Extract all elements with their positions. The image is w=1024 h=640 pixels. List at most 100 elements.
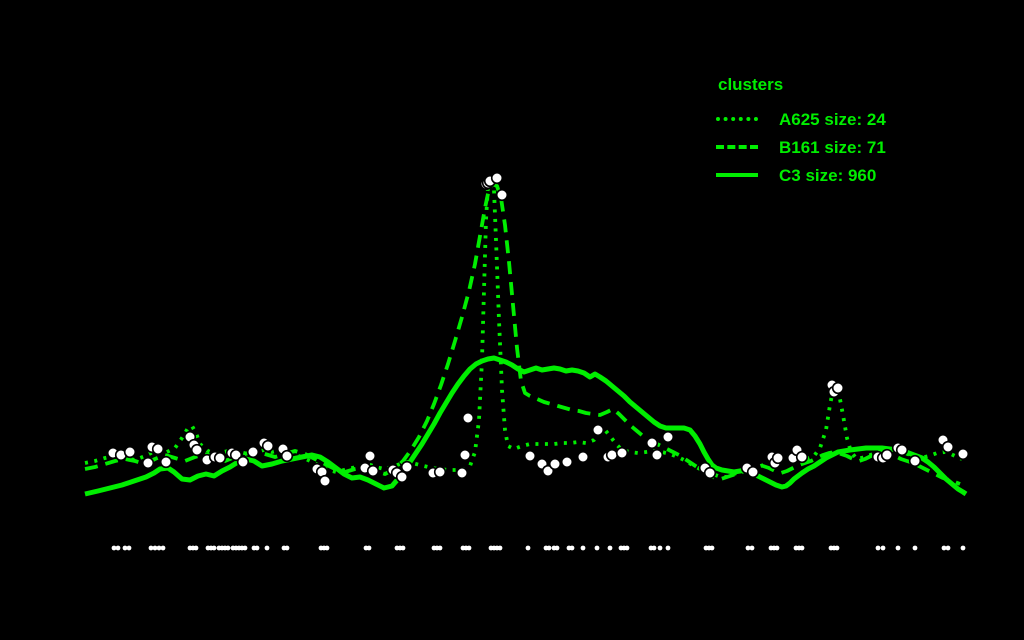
rug-tick — [799, 545, 805, 551]
rug-tick — [254, 545, 260, 551]
scatter-point — [461, 411, 475, 425]
rug-tick — [834, 545, 840, 551]
rug-tick — [624, 545, 630, 551]
legend-title: clusters — [718, 75, 784, 94]
scatter-point — [548, 457, 562, 471]
rug-tick — [122, 545, 128, 551]
legend-item-a625: A625 size: 24 — [716, 105, 886, 133]
scatter-point — [229, 448, 243, 462]
rug-tick — [745, 545, 751, 551]
rug-tick — [264, 545, 270, 551]
dotted-line-swatch-icon — [716, 117, 758, 121]
dashed-line-swatch-icon — [716, 145, 758, 149]
rug-tick — [749, 545, 755, 551]
rug-tick — [960, 545, 966, 551]
rug-tick — [437, 545, 443, 551]
rug-tick — [651, 545, 657, 551]
legend-item-c3: C3 size: 960 — [716, 161, 886, 189]
scatter-point — [895, 443, 909, 457]
rug-tick — [665, 545, 671, 551]
rug-tick — [497, 545, 503, 551]
rug-tick — [366, 545, 372, 551]
solid-line-swatch-icon — [716, 173, 758, 177]
scatter-point — [541, 464, 555, 478]
scatter-point — [363, 449, 377, 463]
scatter-point — [650, 448, 664, 462]
rug-tick — [148, 545, 154, 551]
scatter-point — [591, 423, 605, 437]
rug-tick — [709, 545, 715, 551]
scatter-point — [880, 448, 894, 462]
rug-tick — [156, 545, 162, 551]
scatter-point — [523, 449, 537, 463]
rug-tick — [875, 545, 881, 551]
scatter-point — [151, 442, 165, 456]
scatter-point — [246, 445, 260, 459]
rug-tick — [211, 545, 217, 551]
scatter-point — [490, 171, 504, 185]
scatter-point — [703, 466, 717, 480]
scatter-point — [123, 445, 137, 459]
rug-tick — [594, 545, 600, 551]
rug-tick — [569, 545, 575, 551]
rug-tick — [160, 545, 166, 551]
rug-tick — [546, 545, 552, 551]
rug-tick — [324, 545, 330, 551]
scatter-point — [261, 439, 275, 453]
scatter-point — [458, 448, 472, 462]
scatter-point — [190, 443, 204, 457]
scatter-point — [746, 465, 760, 479]
scatter-point — [159, 455, 173, 469]
legend-item-b161: B161 size: 71 — [716, 133, 886, 161]
rug-tick — [284, 545, 290, 551]
scatter-point — [605, 448, 619, 462]
rug-tick — [525, 545, 531, 551]
rug-tick — [607, 545, 613, 551]
rug-tick — [912, 545, 918, 551]
scatter-point — [560, 455, 574, 469]
rug-tick — [225, 545, 231, 551]
scatter-point — [433, 465, 447, 479]
rug-tick — [126, 545, 132, 551]
legend: clusters A625 size: 24 B161 size: 71 C3 … — [716, 76, 886, 189]
rug-tick — [466, 545, 472, 551]
rug-tick — [774, 545, 780, 551]
rug-tick — [111, 545, 117, 551]
rug-tick — [941, 545, 947, 551]
scatter-point — [318, 474, 332, 488]
rug-tick — [115, 545, 121, 551]
legend-item-label: C3 size: 960 — [779, 165, 877, 185]
scatter-point — [831, 381, 845, 395]
scatter-point — [771, 451, 785, 465]
legend-item-label: B161 size: 71 — [779, 137, 886, 157]
series-line-c3 — [84, 355, 968, 497]
rug-tick — [895, 545, 901, 551]
rug-tick — [880, 545, 886, 551]
scatter-point — [661, 430, 675, 444]
scatter-point — [280, 449, 294, 463]
scatter-point — [141, 456, 155, 470]
rug-tick — [580, 545, 586, 551]
scatter-point — [941, 440, 955, 454]
scatter-point — [795, 450, 809, 464]
scatter-point — [236, 455, 250, 469]
scatter-point — [213, 451, 227, 465]
scatter-point — [455, 466, 469, 480]
series-line-a625 — [84, 180, 963, 479]
scatter-point — [395, 470, 409, 484]
series-line-b161 — [84, 182, 961, 486]
rug-tick — [945, 545, 951, 551]
scatter-point — [495, 188, 509, 202]
scatter-point — [956, 447, 970, 461]
rug-tick — [400, 545, 406, 551]
scatter-point — [400, 460, 414, 474]
scatter-point — [908, 454, 922, 468]
scatter-point — [645, 436, 659, 450]
rug-tick — [242, 545, 248, 551]
scatter-point — [576, 450, 590, 464]
rug-tick — [554, 545, 560, 551]
legend-item-label: A625 size: 24 — [779, 109, 886, 129]
scatter-point — [366, 464, 380, 478]
